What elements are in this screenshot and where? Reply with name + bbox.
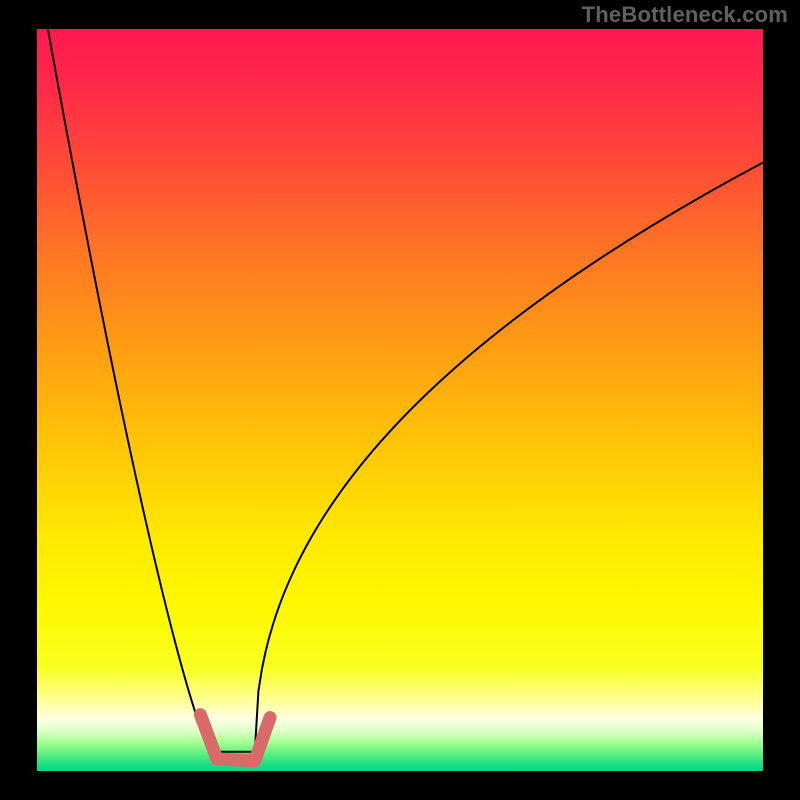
watermark-text: TheBottleneck.com xyxy=(582,2,788,28)
chart-frame: TheBottleneck.com xyxy=(0,0,800,800)
plot-background xyxy=(37,29,763,771)
bottleneck-chart-svg xyxy=(0,0,800,800)
